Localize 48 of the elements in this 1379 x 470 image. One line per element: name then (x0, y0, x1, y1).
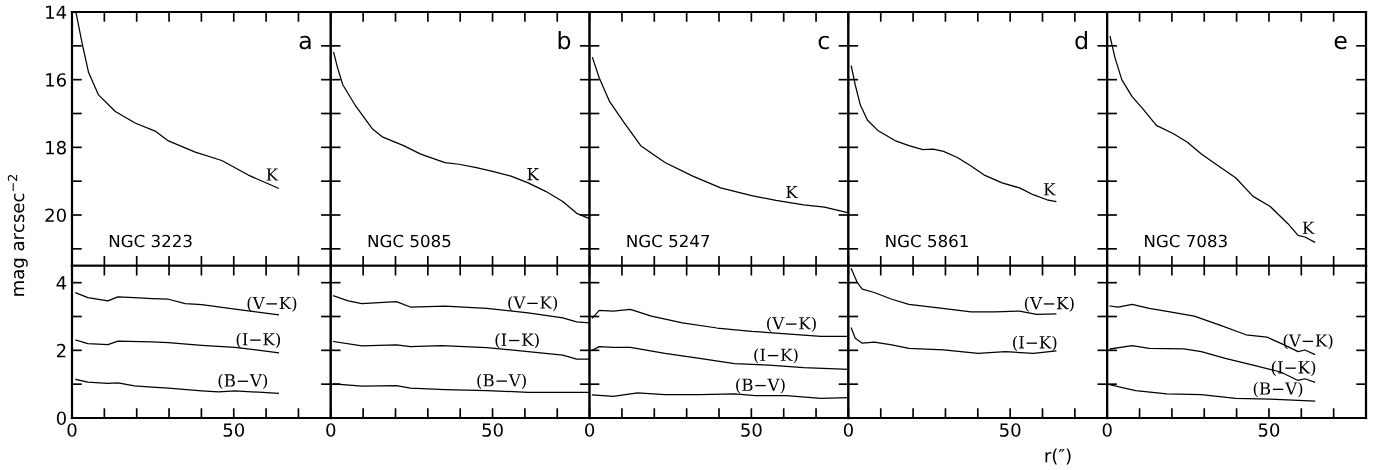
y-tick-label: 20 (45, 208, 66, 223)
y-tick-label: 18 (46, 140, 66, 155)
series-label: K (527, 168, 540, 181)
x-tick-label: 0 (67, 423, 77, 437)
x-axis-title: r(″) (1045, 448, 1071, 465)
annotation: NGC 3223 (109, 234, 192, 248)
annotation: d (1075, 31, 1087, 50)
x-tick-label: 50 (223, 423, 245, 437)
series-label: K (266, 168, 279, 181)
annotation: e (1334, 35, 1347, 50)
y-tick-label: 2 (56, 343, 66, 358)
series-label: (B−V) (218, 373, 268, 390)
series-label: (I−K) (236, 332, 281, 348)
series-label: (B−V) (477, 373, 526, 389)
series-label: (I−K) (1013, 335, 1057, 351)
series-label: (I−K) (1271, 360, 1316, 376)
annotation: b (558, 31, 571, 50)
annotation: NGC 5247 (627, 234, 710, 248)
legend-label: (V−K) (1283, 333, 1333, 350)
x-tick-label: 0 (843, 423, 853, 437)
series-label: (I−K) (754, 348, 798, 364)
x-tick-label: 50 (1000, 423, 1021, 437)
x-tick-label: 50 (482, 423, 503, 437)
annotation: NGC 7083 (1145, 234, 1227, 248)
annotation: a (299, 35, 311, 50)
y-axis-title: mag arcsec$^{−2}$ (7, 175, 28, 296)
series-label: K (1043, 183, 1056, 196)
series-label: K (786, 185, 798, 199)
x-tick-label: 0 (585, 423, 595, 437)
annotation: NGC 5085 (368, 234, 451, 248)
x-tick-label: 50 (1258, 423, 1280, 437)
series-label: (I−K) (495, 333, 539, 349)
series-label: (V−K) (247, 296, 297, 312)
series-label: (B−V) (736, 378, 785, 394)
y-tick-label: 4 (56, 276, 67, 290)
legend-label: (V−K) (767, 316, 816, 332)
series-label: (V−K) (1024, 296, 1074, 312)
y-tick-label: 14 (46, 5, 67, 19)
x-tick-label: 50 (741, 423, 762, 437)
y-tick-label: 16 (46, 73, 66, 87)
series-label: (B−V) (1253, 381, 1303, 398)
annotation: NGC 5861 (886, 234, 968, 248)
x-tick-label: 0 (326, 423, 336, 437)
y-tick-label: 0 (56, 411, 66, 426)
series-label: (V−K) (508, 295, 558, 312)
annotation: c (818, 35, 829, 50)
series-label: K (1302, 221, 1315, 234)
x-tick-label: 0 (1102, 423, 1112, 437)
